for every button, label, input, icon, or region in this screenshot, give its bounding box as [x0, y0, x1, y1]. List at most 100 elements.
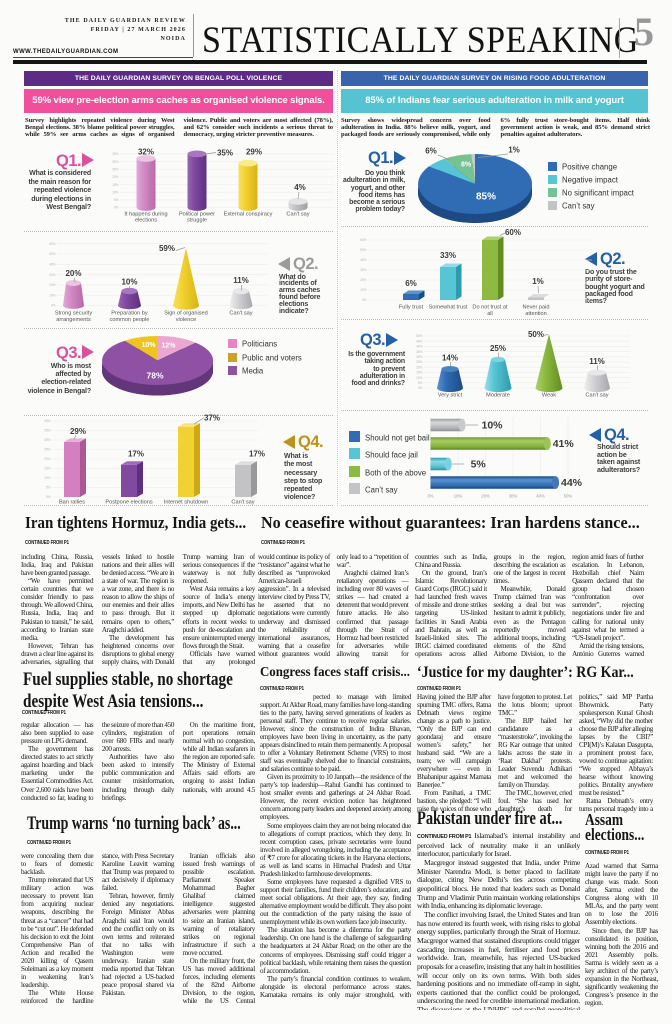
svg-text:10%: 10%	[49, 293, 56, 297]
svg-text:30%: 30%	[360, 268, 367, 272]
svg-text:Political power: Political power	[179, 212, 215, 218]
svg-text:10%: 10%	[416, 376, 423, 380]
svg-text:10%: 10%	[454, 494, 463, 499]
svg-text:20%: 20%	[49, 283, 56, 287]
svg-text:30%: 30%	[44, 438, 51, 442]
svg-text:4%: 4%	[294, 183, 306, 192]
svg-text:12%: 12%	[161, 343, 176, 350]
svg-text:29%: 29%	[246, 148, 262, 157]
svg-text:45%: 45%	[416, 339, 423, 343]
svg-text:40%: 40%	[360, 258, 367, 262]
svg-text:35%: 35%	[416, 350, 423, 354]
svg-text:20%: 20%	[481, 494, 490, 499]
svg-text:Strong security: Strong security	[55, 311, 93, 317]
svg-text:40%: 40%	[416, 345, 423, 349]
svg-text:60%: 60%	[505, 228, 521, 237]
svg-text:attention: attention	[525, 311, 546, 317]
svg-text:59%: 59%	[159, 244, 175, 253]
svg-text:5%: 5%	[471, 459, 487, 471]
svg-text:Never paid: Never paid	[522, 305, 549, 311]
svg-text:Weak: Weak	[542, 393, 556, 399]
svg-text:30%: 30%	[416, 355, 423, 359]
svg-text:Ban rallies: Ban rallies	[59, 500, 85, 506]
svg-text:6%: 6%	[405, 279, 417, 288]
svg-text:20%: 20%	[44, 457, 51, 461]
svg-text:10%: 10%	[44, 476, 51, 480]
svg-text:6%: 6%	[425, 147, 437, 156]
svg-text:Somewhat trust: Somewhat trust	[429, 305, 468, 311]
svg-text:32%: 32%	[138, 148, 154, 157]
svg-text:14%: 14%	[442, 354, 458, 363]
svg-text:11%: 11%	[589, 357, 605, 366]
svg-text:44%: 44%	[561, 477, 583, 489]
svg-text:78%: 78%	[146, 371, 163, 381]
svg-text:Preparation by: Preparation by	[111, 311, 148, 317]
svg-text:common people: common people	[110, 317, 150, 322]
svg-text:Can't say: Can't say	[286, 212, 309, 218]
svg-text:40%: 40%	[44, 419, 51, 423]
svg-text:35%: 35%	[44, 429, 51, 433]
svg-text:violence: violence	[176, 317, 197, 322]
svg-text:35%: 35%	[217, 149, 233, 158]
svg-text:20%: 20%	[360, 278, 367, 282]
svg-text:1%: 1%	[508, 146, 520, 155]
svg-text:25%: 25%	[490, 344, 506, 353]
svg-text:It happens during: It happens during	[124, 212, 167, 218]
svg-text:60%: 60%	[360, 238, 367, 242]
svg-text:0%: 0%	[362, 298, 367, 302]
svg-text:33%: 33%	[440, 251, 456, 260]
svg-text:10%: 10%	[121, 278, 137, 287]
svg-text:Moderate: Moderate	[486, 393, 510, 399]
svg-text:35%: 35%	[112, 152, 119, 156]
svg-text:Can't say: Can't say	[231, 500, 254, 506]
svg-text:elections: elections	[135, 218, 157, 224]
svg-text:5%: 5%	[418, 381, 423, 385]
svg-text:17%: 17%	[249, 450, 265, 459]
svg-text:8%: 8%	[461, 162, 472, 169]
svg-text:11%: 11%	[233, 276, 249, 285]
svg-text:0%: 0%	[427, 494, 433, 499]
svg-text:40%: 40%	[536, 494, 545, 499]
svg-text:50%: 50%	[564, 494, 573, 499]
svg-text:Postpone elections: Postpone elections	[105, 500, 152, 506]
svg-text:0%: 0%	[51, 304, 56, 308]
svg-text:60%: 60%	[49, 242, 56, 246]
svg-text:1%: 1%	[532, 277, 544, 286]
svg-text:Do not trust at: Do not trust at	[472, 305, 508, 311]
svg-text:30%: 30%	[112, 160, 119, 164]
svg-text:Fully trust: Fully trust	[399, 305, 424, 311]
svg-text:10%: 10%	[481, 420, 503, 432]
svg-text:29%: 29%	[70, 427, 86, 436]
svg-text:20%: 20%	[112, 175, 119, 179]
svg-text:50%: 50%	[528, 330, 544, 339]
svg-text:10%: 10%	[360, 288, 367, 292]
svg-text:Sign of organised: Sign of organised	[164, 311, 208, 317]
svg-text:30%: 30%	[49, 273, 56, 277]
svg-text:15%: 15%	[112, 183, 119, 187]
svg-text:17%: 17%	[128, 450, 144, 459]
svg-text:30%: 30%	[509, 494, 518, 499]
svg-text:0%: 0%	[46, 495, 51, 499]
svg-text:40%: 40%	[49, 263, 56, 267]
svg-text:85%: 85%	[476, 192, 496, 203]
svg-text:External conspiracy: External conspiracy	[224, 212, 273, 218]
svg-text:25%: 25%	[44, 448, 51, 452]
svg-text:10%: 10%	[141, 342, 156, 349]
svg-text:5%: 5%	[114, 198, 119, 202]
svg-text:25%: 25%	[416, 360, 423, 364]
svg-text:0%: 0%	[114, 206, 119, 210]
svg-text:20%: 20%	[416, 365, 423, 369]
svg-text:Internet shutdown: Internet shutdown	[164, 500, 208, 506]
svg-text:5%: 5%	[46, 486, 51, 490]
svg-text:0%: 0%	[418, 386, 423, 390]
svg-text:50%: 50%	[360, 248, 367, 252]
svg-text:50%: 50%	[49, 252, 56, 256]
svg-text:10%: 10%	[112, 190, 119, 194]
svg-text:struggle: struggle	[187, 218, 207, 224]
svg-text:arrangements: arrangements	[56, 317, 91, 322]
svg-text:37%: 37%	[204, 414, 220, 423]
svg-text:all: all	[487, 311, 493, 317]
svg-text:Can't say: Can't say	[585, 393, 608, 399]
svg-text:15%: 15%	[416, 371, 423, 375]
svg-text:50%: 50%	[416, 334, 423, 338]
